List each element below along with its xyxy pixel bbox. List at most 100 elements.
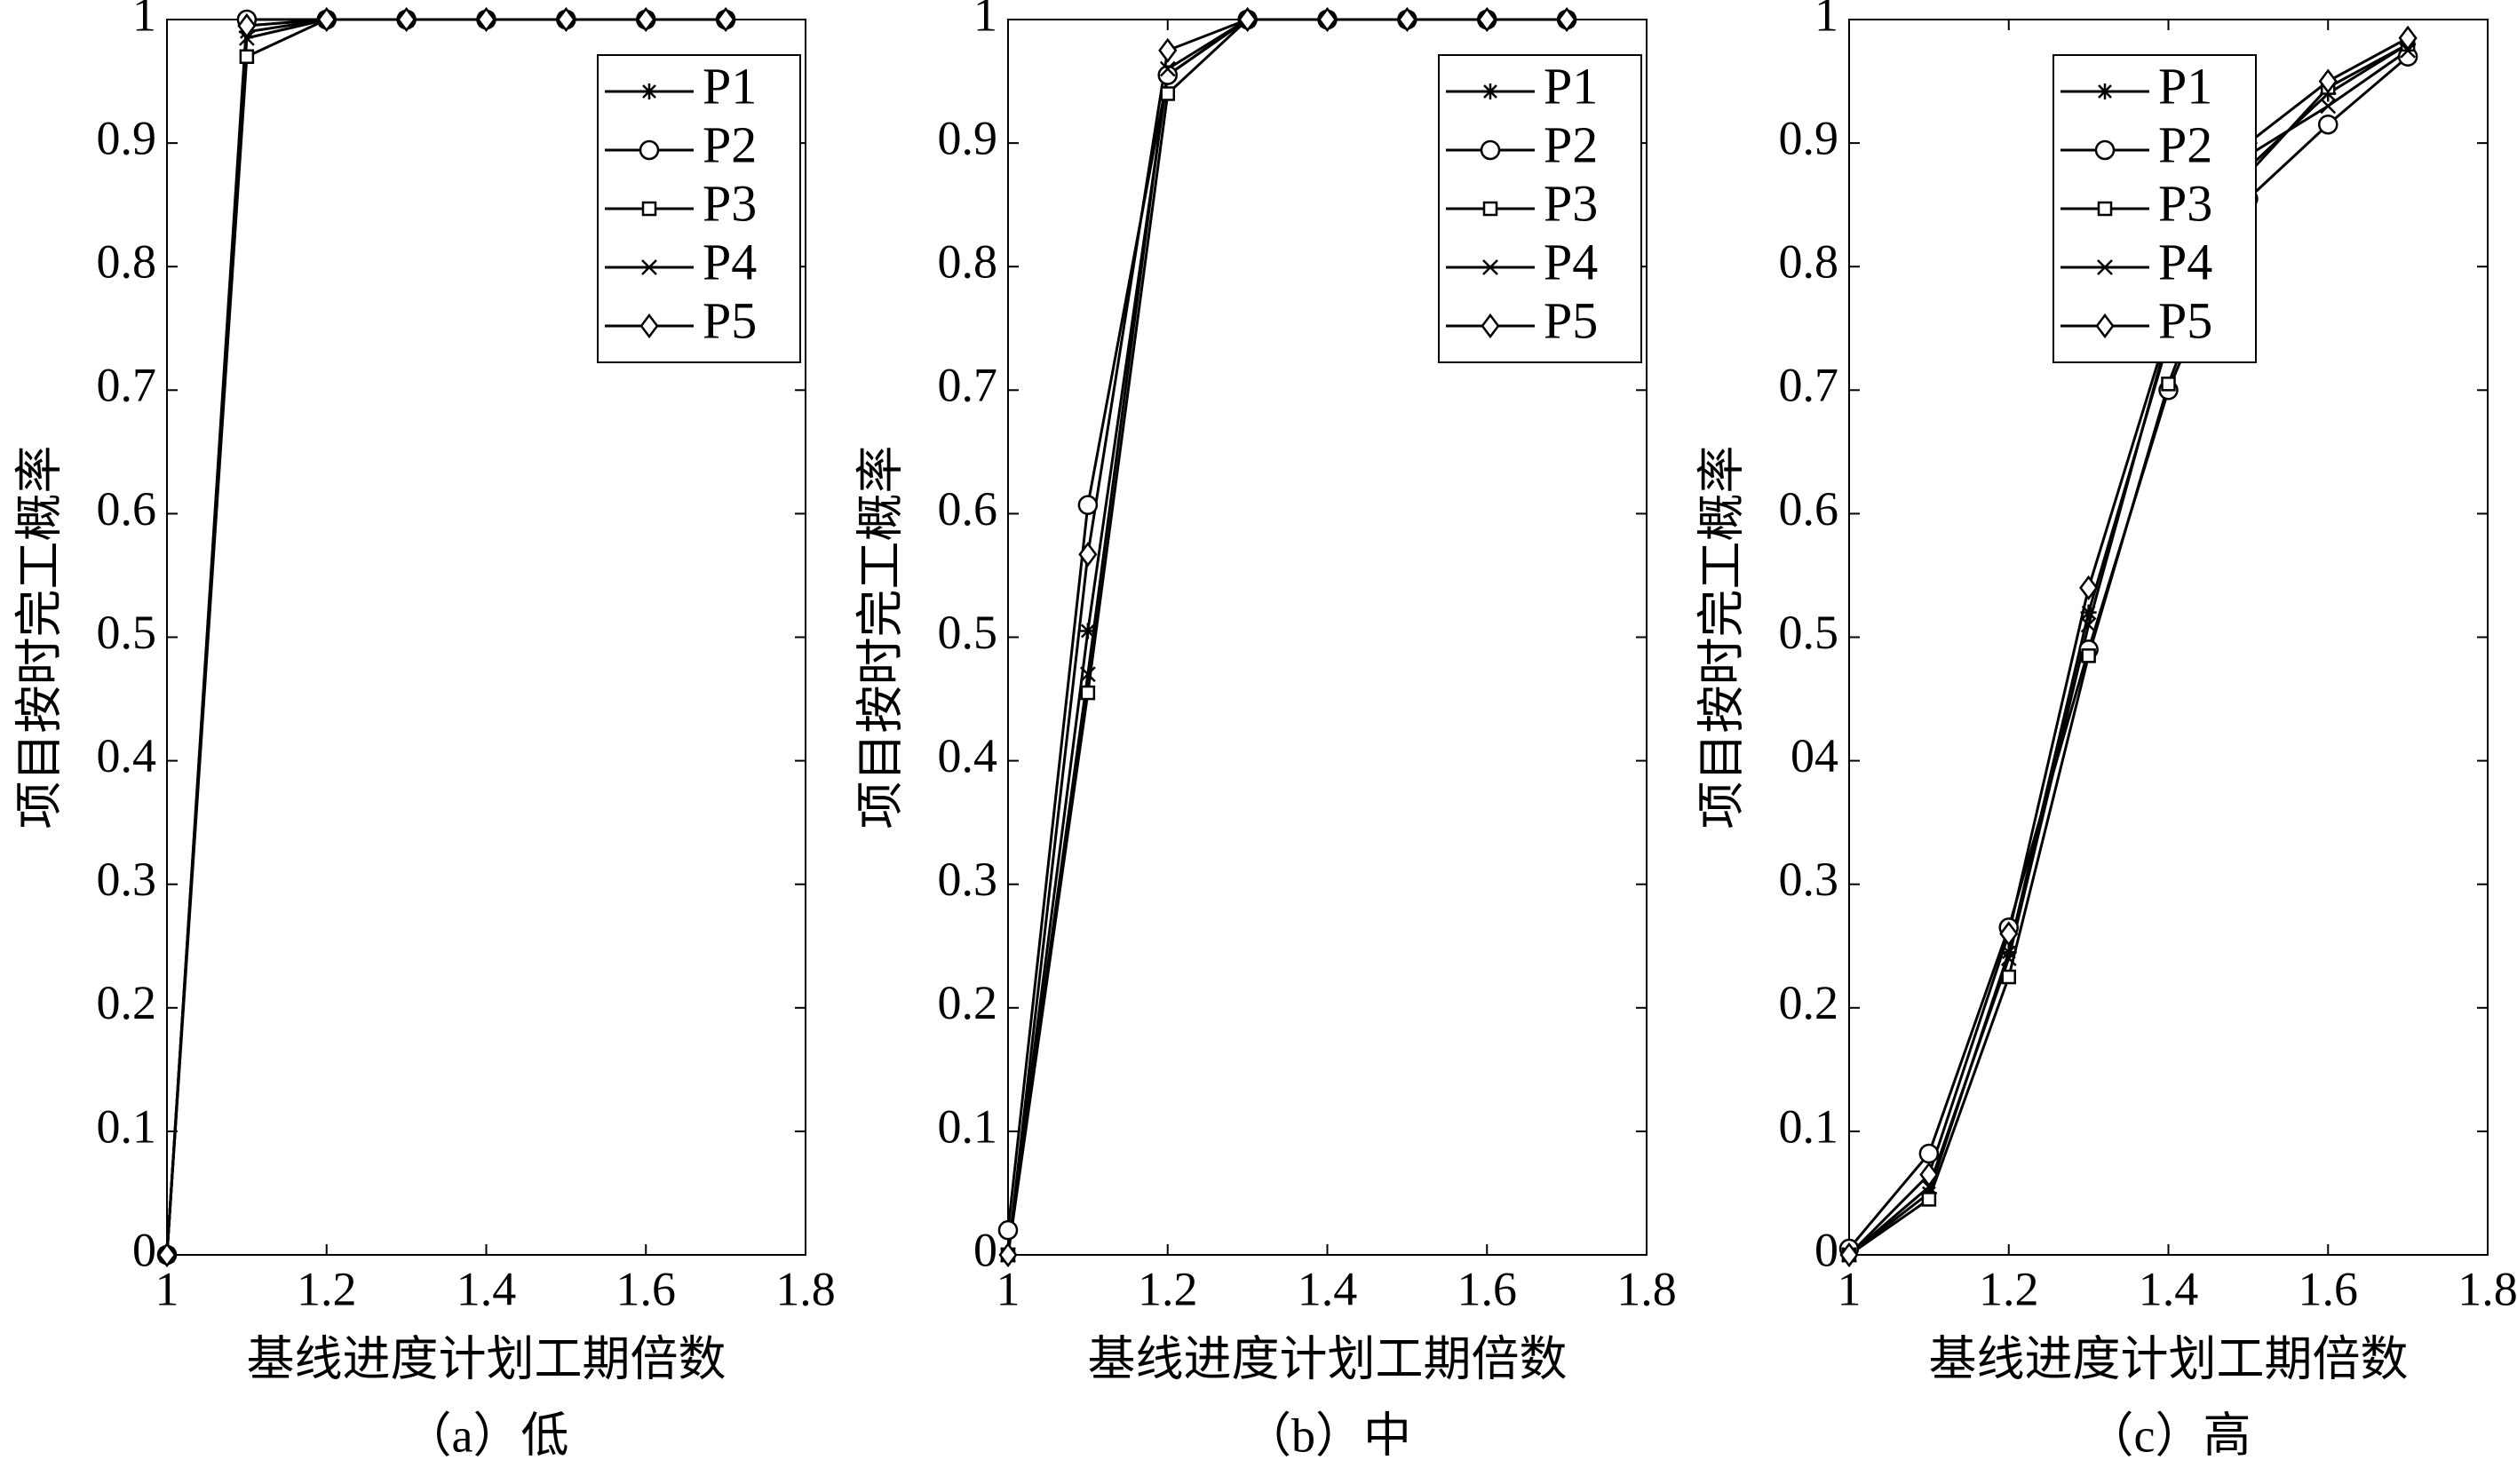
marker (641, 259, 657, 275)
series-line (1847, 36, 2409, 1257)
marker (2001, 969, 2016, 985)
marker (639, 139, 660, 161)
legend-label: P1 (2158, 57, 2212, 115)
marker (716, 6, 735, 33)
marker (1839, 1242, 1859, 1268)
y-tick-label: 0.6 (1779, 482, 1839, 536)
y-tick-label: 1 (132, 0, 156, 41)
marker (641, 201, 657, 217)
y-tick-label: 0.6 (938, 482, 998, 536)
x-tick-label: 1.4 (1298, 1262, 1358, 1315)
y-tick-label: 0.2 (1779, 976, 1839, 1029)
y-tick-label: 0.3 (97, 853, 157, 906)
x-tick-label: 1.8 (775, 1262, 836, 1315)
y-tick-label: 1 (973, 0, 997, 41)
y-axis-label: 项目按时完工概率 (854, 446, 907, 829)
marker (2079, 575, 2099, 600)
marker (1158, 37, 1178, 63)
y-tick-label: 0.4 (938, 729, 998, 782)
marker (998, 1242, 1018, 1268)
marker (1918, 1143, 1940, 1164)
marker (1080, 685, 1096, 701)
marker (1077, 495, 1099, 515)
marker (1999, 921, 2019, 947)
y-tick-label: 0.2 (97, 976, 157, 1029)
x-tick-label: 1.2 (1138, 1262, 1198, 1315)
y-tick-label: 0.5 (1779, 606, 1839, 659)
y-tick-label: 0.5 (97, 606, 157, 659)
y-tick-label: 0.8 (97, 235, 157, 289)
marker (2320, 98, 2337, 115)
marker (237, 12, 257, 39)
legend-label: P1 (703, 57, 757, 115)
x-axis-label: 基线进度计划工期倍数 (1088, 1332, 1568, 1385)
y-tick-label: 0.8 (938, 235, 998, 289)
y-tick-label: 0.3 (938, 853, 998, 906)
marker (1238, 6, 1258, 33)
y-tick-label: 0 (973, 1223, 997, 1276)
x-tick-label: 1.8 (2457, 1262, 2517, 1315)
marker (1079, 666, 1096, 683)
legend-label: P5 (2158, 291, 2212, 349)
marker (2095, 313, 2115, 339)
marker (639, 313, 659, 339)
marker (1919, 1162, 1939, 1187)
marker (1481, 313, 1500, 339)
y-tick-label: 04 (1790, 729, 1838, 782)
marker (2097, 201, 2113, 217)
legend-label: P4 (703, 233, 757, 290)
legend-label: P5 (1544, 291, 1598, 349)
caption: （c）高 (2086, 1409, 2251, 1462)
legend-label: P3 (2158, 174, 2212, 232)
y-tick-label: 0.9 (938, 111, 998, 164)
series-line (1848, 49, 2409, 1257)
y-tick-label: 0.9 (1779, 111, 1839, 164)
caption: （b）中 (1243, 1409, 1411, 1462)
marker (1482, 201, 1498, 217)
marker (1557, 6, 1576, 33)
legend-label: P5 (703, 291, 757, 349)
marker (1482, 259, 1498, 275)
marker (2080, 616, 2097, 633)
marker (2398, 25, 2418, 51)
y-tick-label: 0.9 (97, 111, 157, 164)
x-axis-label: 基线进度计划工期倍数 (247, 1332, 727, 1385)
y-axis-label: 项目按时完工概率 (12, 446, 66, 829)
marker (397, 6, 417, 33)
y-tick-label: 0.6 (97, 482, 157, 536)
y-tick-label: 0.7 (938, 359, 998, 412)
x-tick-label: 1.4 (2139, 1262, 2199, 1315)
marker (1160, 86, 1175, 101)
marker (157, 1242, 177, 1268)
legend-label: P4 (1544, 233, 1598, 290)
legend-label: P2 (1544, 115, 1598, 173)
series-line (1848, 43, 2409, 1257)
marker (2000, 950, 2017, 967)
series-line (1006, 18, 1568, 1256)
x-axis-label: 基线进度计划工期倍数 (1929, 1332, 2409, 1385)
marker (2161, 377, 2176, 392)
legend-label: P4 (2158, 233, 2212, 290)
marker (1159, 60, 1176, 77)
marker (636, 6, 655, 33)
series-line (165, 18, 727, 1256)
marker (1157, 65, 1178, 85)
y-axis-label: 项目按时完工概率 (1695, 446, 1748, 829)
marker (2000, 944, 2017, 961)
y-tick-label: 1 (1814, 0, 1838, 41)
x-tick-label: 1.4 (457, 1262, 517, 1315)
marker (1480, 139, 1501, 161)
y-tick-label: 0.1 (1779, 1099, 1839, 1153)
marker (1317, 6, 1338, 33)
marker (1397, 6, 1417, 33)
y-tick-label: 0.3 (1779, 853, 1839, 906)
x-tick-label: 1 (1838, 1262, 1862, 1315)
x-tick-label: 1 (155, 1262, 179, 1315)
y-tick-label: 0.4 (97, 729, 157, 782)
marker (239, 49, 255, 64)
y-tick-label: 0.7 (1779, 359, 1839, 412)
y-tick-label: 0.2 (938, 976, 998, 1029)
marker (556, 6, 576, 33)
marker (2081, 648, 2096, 663)
